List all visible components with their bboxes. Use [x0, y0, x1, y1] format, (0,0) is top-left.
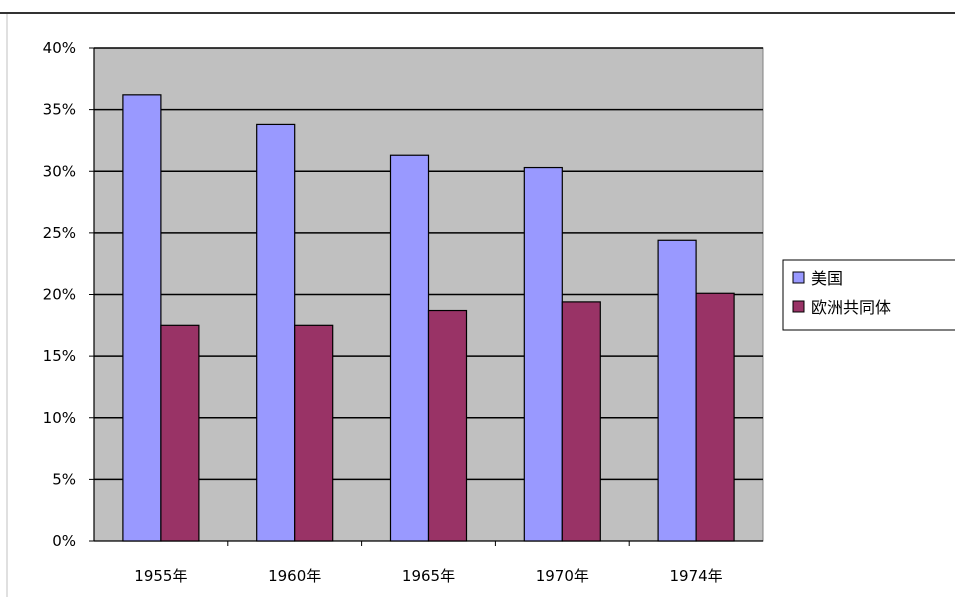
bar-series-2 — [294, 324, 334, 542]
legend-label: 美国 — [811, 269, 843, 288]
legend-box — [782, 259, 955, 331]
bar-series-2 — [160, 324, 200, 542]
y-tick-label: 25% — [43, 224, 76, 242]
bar-series-1 — [122, 94, 162, 542]
bar-series-2 — [427, 309, 468, 542]
y-tick-label: 0% — [52, 532, 76, 550]
bar-series-1 — [389, 154, 430, 542]
top-divider — [0, 12, 955, 14]
x-tick-label: 1955年 — [134, 567, 187, 585]
bar-series-2 — [695, 292, 735, 542]
x-tick-label: 1970年 — [536, 567, 589, 585]
bar-series-2 — [561, 301, 601, 542]
x-tick-label: 1960年 — [268, 567, 321, 585]
bar-series-1 — [657, 239, 697, 542]
y-tick-label: 40% — [43, 39, 76, 57]
y-tick-label: 35% — [43, 101, 76, 119]
x-tick-label: 1974年 — [670, 567, 723, 585]
legend-label: 欧洲共同体 — [811, 298, 891, 317]
y-tick-label: 5% — [52, 470, 76, 488]
bar-series-1 — [256, 123, 296, 542]
y-tick-label: 10% — [43, 409, 76, 427]
legend-swatch — [792, 300, 805, 313]
bar-series-1 — [523, 166, 563, 542]
y-tick-label: 20% — [43, 286, 76, 304]
y-tick-label: 15% — [43, 347, 76, 365]
y-tick-label: 30% — [43, 162, 76, 180]
left-divider — [6, 14, 8, 597]
x-tick-label: 1965年 — [402, 567, 455, 585]
legend-swatch — [792, 271, 805, 284]
